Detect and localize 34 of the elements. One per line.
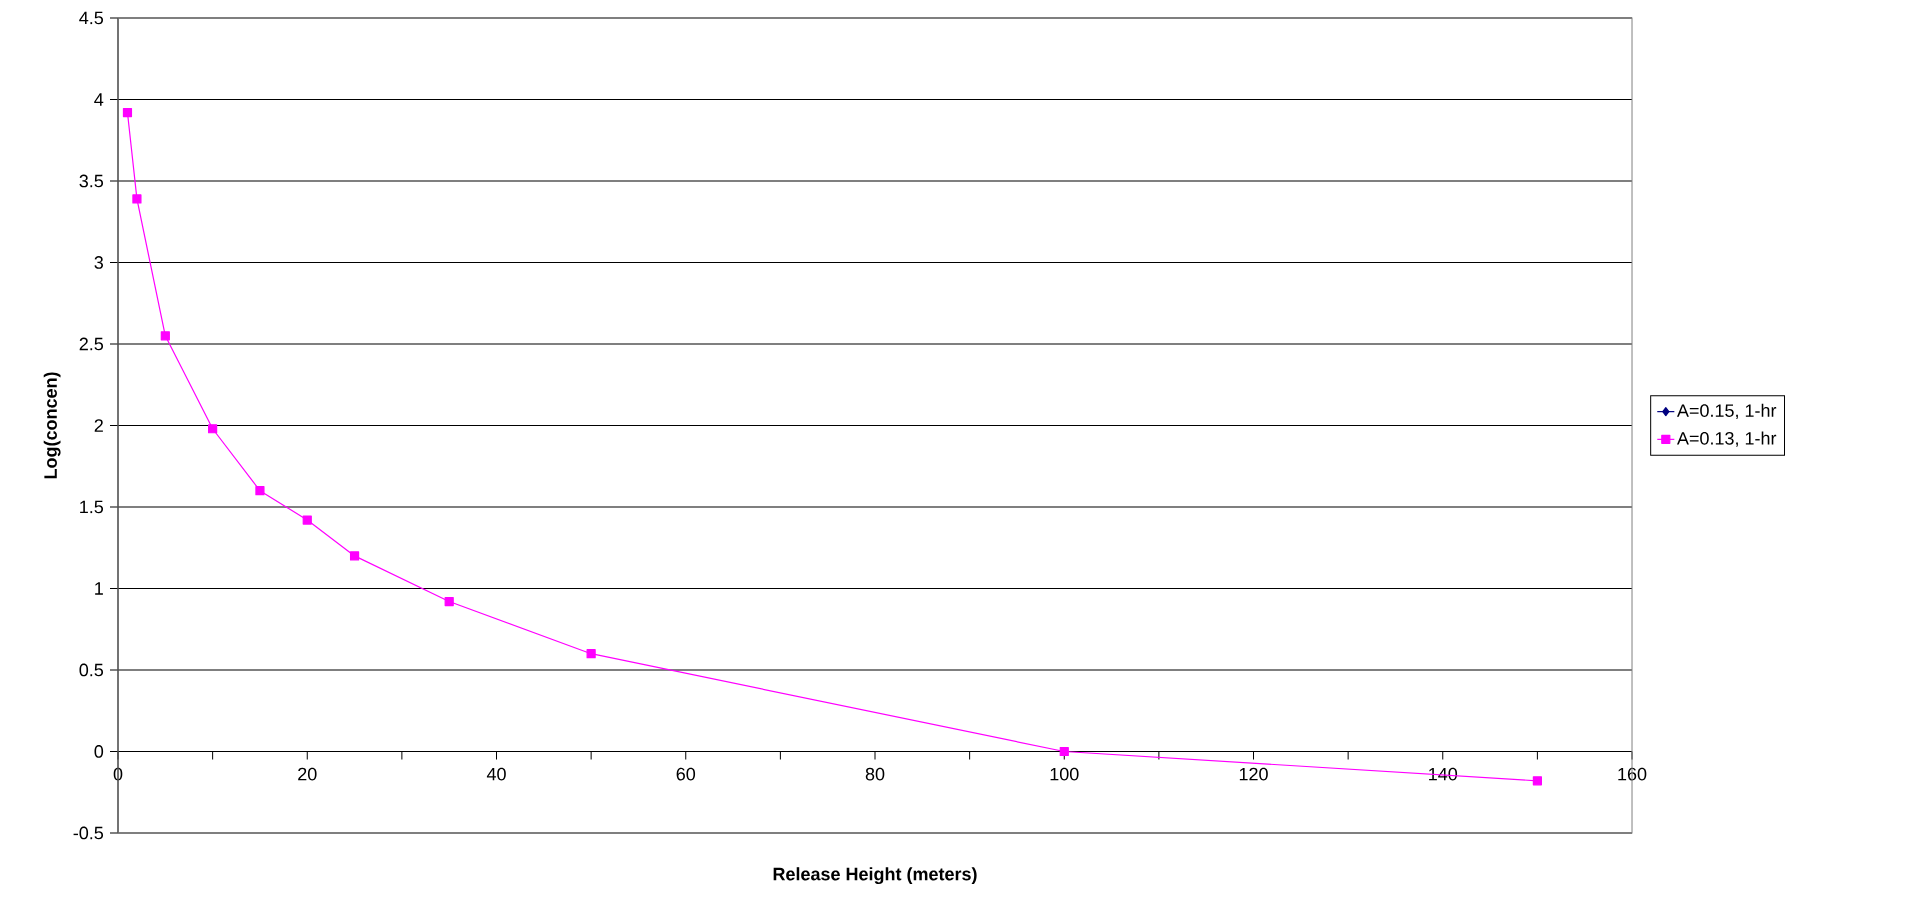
x-tick-label: 20 (298, 767, 317, 781)
point (208, 424, 218, 434)
point (586, 649, 596, 659)
x-tick-label: 0 (113, 767, 123, 781)
x-tick-label: 80 (865, 767, 885, 781)
x-tick-label: 160 (1618, 767, 1647, 781)
x-tick-label: 40 (486, 767, 506, 781)
point (349, 551, 360, 561)
point (122, 107, 133, 118)
y-tick-label: 1 (95, 582, 103, 595)
legend-label: A=0.13, 1-hr (1676, 431, 1777, 447)
y-tick-label: 3.5 (79, 174, 104, 188)
point (1059, 746, 1069, 757)
y-tick-label: 0.5 (79, 663, 104, 677)
x-tick-label: 100 (1050, 767, 1079, 781)
point (255, 486, 265, 496)
legend-label: A=0.15, 1-hr (1676, 403, 1777, 420)
x-tick-label: 60 (676, 767, 696, 781)
x-axis-title: Release Height (meters) (773, 867, 977, 885)
point (160, 331, 170, 341)
x-tick-label: 120 (1239, 767, 1268, 781)
y-tick-label: 4.5 (79, 11, 104, 25)
y-tick-label: 2 (94, 419, 103, 432)
y-axis-title: Log(concen) (43, 372, 61, 479)
point (132, 194, 142, 204)
y-tick-label: 2.5 (79, 337, 104, 351)
y-tick-label: 4 (94, 93, 104, 106)
y-tick-label: 1.5 (80, 500, 104, 514)
point (444, 596, 454, 607)
point (1532, 776, 1542, 786)
y-tick-label: -0.5 (73, 826, 104, 840)
y-tick-label: 3 (94, 256, 104, 269)
y-tick-label: 0 (94, 745, 104, 758)
point (302, 515, 312, 525)
